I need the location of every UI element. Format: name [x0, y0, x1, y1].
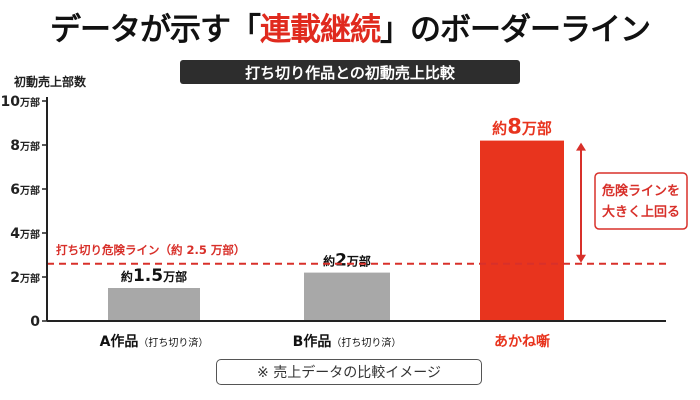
callout-box [594, 172, 688, 230]
y-tick-unit: 万部 [19, 272, 40, 285]
category-note: （打ち切り済） [138, 336, 208, 349]
headline-highlight: 連載継続 [260, 11, 381, 48]
x-category-label: B作品（打ち切り済） [293, 333, 402, 350]
headline-prefix: データが示す [50, 11, 231, 48]
bar-value-label: 約1.5万部 [121, 266, 187, 286]
value-unit: 万部 [521, 120, 552, 138]
value-number: 2 [335, 251, 347, 271]
value-prefix: 約 [492, 120, 507, 138]
category-name: B作品 [293, 333, 332, 350]
y-tick-label: 10万部 [1, 94, 40, 110]
value-prefix: 約 [121, 269, 133, 284]
y-tick-unit: 万部 [19, 228, 40, 241]
category-name: A作品 [100, 333, 139, 350]
category-name: あかね噺 [494, 333, 550, 350]
value-prefix: 約 [323, 254, 335, 269]
y-tick-label: 6万部 [10, 182, 40, 198]
headline-bracket-close: 」 [380, 11, 411, 48]
bar-value-label: 約8万部 [492, 115, 552, 139]
value-unit: 万部 [162, 269, 187, 284]
category-note: （打ち切り済） [331, 336, 401, 349]
value-number: 8 [507, 115, 522, 139]
y-axis-title: 初動売上部数 [14, 74, 87, 89]
bar-1 [108, 288, 200, 321]
arrow-head-up [576, 142, 586, 151]
y-tick-label: 4万部 [10, 226, 40, 242]
headline-suffix: のボーダーライン [410, 11, 651, 48]
y-tick-number: 2 [10, 270, 20, 286]
y-tick-label: 2万部 [10, 270, 40, 286]
callout-text-line: 大きく上回る [602, 204, 680, 220]
headline-bracket-open: 「 [230, 11, 261, 48]
y-tick-number: 6 [10, 182, 20, 198]
x-category-label: A作品（打ち切り済） [100, 333, 209, 350]
y-tick-unit: 万部 [19, 184, 40, 197]
callout-text-line: 危険ラインを [602, 183, 680, 199]
footnote: ※ 売上データの比較イメージ [216, 359, 482, 385]
arrow-head-down [576, 254, 586, 263]
x-category-label: あかね噺 [494, 333, 550, 350]
value-unit: 万部 [346, 254, 371, 269]
y-tick-number: 4 [10, 226, 20, 242]
headline: データが示す「連載継続」のボーダーライン [0, 0, 700, 52]
y-tick-unit: 万部 [19, 140, 40, 153]
y-tick-label: 0 [30, 314, 40, 330]
bar-value-label: 約2万部 [323, 251, 371, 271]
y-tick-label: 8万部 [10, 138, 40, 154]
bar-3 [480, 140, 564, 321]
y-tick-unit: 万部 [19, 96, 40, 109]
y-tick-number: 10 [1, 94, 21, 110]
y-tick-number: 0 [30, 314, 40, 330]
value-number: 1.5 [133, 266, 163, 286]
y-tick-number: 8 [10, 138, 20, 154]
chart-subtitle: 打ち切り作品との初動売上比較 [180, 60, 520, 84]
bar-2 [304, 272, 390, 321]
danger-threshold-label: 打ち切り危険ライン（約 2.5 万部） [56, 243, 245, 257]
